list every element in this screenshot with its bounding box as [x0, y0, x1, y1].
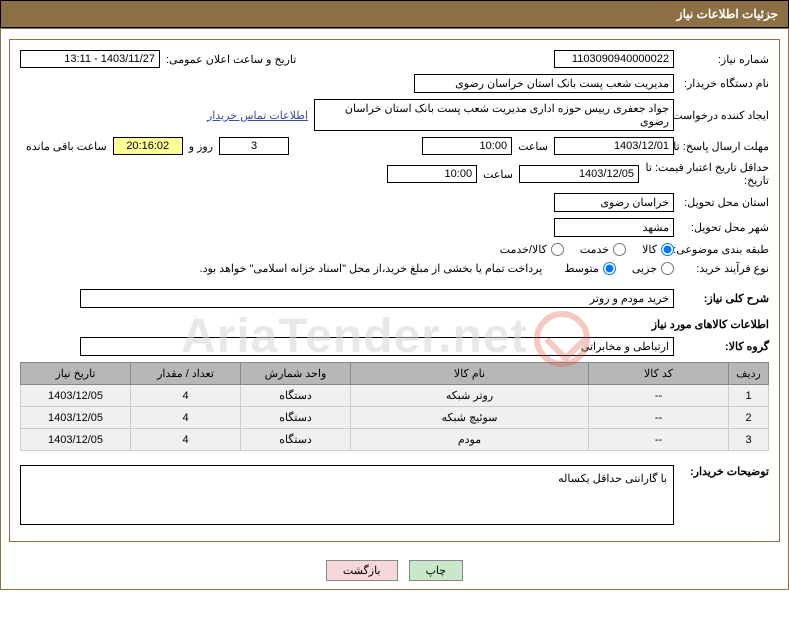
- print-button[interactable]: چاپ: [409, 560, 464, 581]
- category-radio-group: کالا خدمت کالا/خدمت: [486, 243, 674, 256]
- table-header-row: ردیفکد کالانام کالاواحد شمارشتعداد / مقد…: [21, 363, 769, 385]
- row-category: طبقه بندی موضوعی: کالا خدمت کالا/خدمت: [20, 243, 769, 256]
- table-cell: --: [589, 385, 729, 407]
- summary-value: خرید مودم و روتر: [80, 289, 674, 308]
- details-panel: شماره نیاز: 1103090940000022 تاریخ و ساع…: [9, 39, 780, 542]
- city-value: مشهد: [554, 218, 674, 237]
- radio-both-input[interactable]: [551, 243, 564, 256]
- province-value: خراسان رضوی: [554, 193, 674, 212]
- table-cell: دستگاه: [241, 429, 351, 451]
- page-header: جزئیات اطلاعات نیاز: [0, 0, 789, 28]
- table-cell: دستگاه: [241, 407, 351, 429]
- validity-date: 1403/12/05: [519, 165, 639, 183]
- table-cell: --: [589, 429, 729, 451]
- row-summary: شرح کلی نیاز: خرید مودم و روتر: [20, 289, 769, 308]
- process-note: پرداخت تمام یا بخشی از مبلغ خرید،از محل …: [200, 262, 551, 275]
- table-cell: 1403/12/05: [21, 385, 131, 407]
- deadline-time: 10:00: [422, 137, 512, 155]
- table-cell: 1: [729, 385, 769, 407]
- category-label: طبقه بندی موضوعی:: [674, 243, 769, 256]
- city-label: شهر محل تحویل:: [674, 221, 769, 234]
- table-cell: --: [589, 407, 729, 429]
- goods-table: ردیفکد کالانام کالاواحد شمارشتعداد / مقد…: [20, 362, 769, 451]
- radio-service-input[interactable]: [613, 243, 626, 256]
- row-city: شهر محل تحویل: مشهد: [20, 218, 769, 237]
- radio-goods-input[interactable]: [661, 243, 674, 256]
- row-need-no: شماره نیاز: 1103090940000022 تاریخ و ساع…: [20, 50, 769, 68]
- process-radio-group: جزیی متوسط: [550, 262, 674, 275]
- back-button[interactable]: بازگشت: [326, 560, 398, 581]
- province-label: استان محل تحویل:: [674, 196, 769, 209]
- row-buyer-org: نام دستگاه خریدار: مدیریت شعب پست بانک ا…: [20, 74, 769, 93]
- table-cell: 4: [131, 407, 241, 429]
- radio-both[interactable]: کالا/خدمت: [500, 243, 564, 256]
- deadline-date: 1403/12/01: [554, 137, 674, 155]
- announce-value: 1403/11/27 - 13:11: [20, 50, 160, 68]
- radio-medium-input[interactable]: [603, 262, 616, 275]
- remaining-label: ساعت باقی مانده: [20, 140, 113, 153]
- summary-label: شرح کلی نیاز:: [674, 292, 769, 305]
- table-col-4: تعداد / مقدار: [131, 363, 241, 385]
- validity-time: 10:00: [387, 165, 477, 183]
- page-title: جزئیات اطلاعات نیاز: [677, 7, 778, 21]
- table-cell: 2: [729, 407, 769, 429]
- radio-goods[interactable]: کالا: [642, 243, 674, 256]
- requester-label: ایجاد کننده درخواست:: [674, 109, 769, 122]
- process-label: نوع فرآیند خرید:: [674, 262, 769, 275]
- table-cell: 1403/12/05: [21, 429, 131, 451]
- radio-minor[interactable]: جزیی: [632, 262, 674, 275]
- row-buyer-notes: توضیحات خریدار: با گارانتی حداقل یکساله: [20, 461, 769, 525]
- radio-medium[interactable]: متوسط: [564, 262, 616, 275]
- table-cell: روتر شبکه: [351, 385, 589, 407]
- table-cell: دستگاه: [241, 385, 351, 407]
- table-cell: 1403/12/05: [21, 407, 131, 429]
- requester-value: جواد جعفری رییس حوزه اداری مدیریت شعب پس…: [314, 99, 674, 131]
- buyer-notes-label: توضیحات خریدار:: [674, 461, 769, 478]
- table-row: 3--مودمدستگاه41403/12/05: [21, 429, 769, 451]
- row-validity: حداقل تاریخ اعتبار قیمت: تا تاریخ: 1403/…: [20, 161, 769, 187]
- table-row: 2--سوئیچ شبکهدستگاه41403/12/05: [21, 407, 769, 429]
- row-requester: ایجاد کننده درخواست: جواد جعفری رییس حوز…: [20, 99, 769, 131]
- goods-group-label: گروه کالا:: [674, 340, 769, 353]
- goods-group-value: ارتباطی و مخابراتی: [80, 337, 674, 356]
- row-province: استان محل تحویل: خراسان رضوی: [20, 193, 769, 212]
- row-deadline: مهلت ارسال پاسخ: تا تاریخ: 1403/12/01 سا…: [20, 137, 769, 155]
- main-frame: AriaTender.net شماره نیاز: 1103090940000…: [0, 28, 789, 590]
- table-cell: 4: [131, 429, 241, 451]
- need-no-label: شماره نیاز:: [674, 53, 769, 66]
- days-label: روز و: [183, 140, 219, 153]
- table-col-5: تاریخ نیاز: [21, 363, 131, 385]
- announce-label: تاریخ و ساعت اعلان عمومی:: [160, 53, 302, 66]
- table-body: 1--روتر شبکهدستگاه41403/12/052--سوئیچ شب…: [21, 385, 769, 451]
- days-value: 3: [219, 137, 289, 155]
- time-label-1: ساعت: [512, 140, 554, 153]
- deadline-label: مهلت ارسال پاسخ: تا تاریخ:: [674, 140, 769, 153]
- table-col-1: کد کالا: [589, 363, 729, 385]
- radio-minor-input[interactable]: [661, 262, 674, 275]
- buyer-contact-link[interactable]: اطلاعات تماس خریدار: [201, 109, 314, 122]
- table-cell: 4: [131, 385, 241, 407]
- goods-section-title: اطلاعات کالاهای مورد نیاز: [20, 318, 769, 331]
- table-cell: مودم: [351, 429, 589, 451]
- table-col-3: واحد شمارش: [241, 363, 351, 385]
- table-cell: 3: [729, 429, 769, 451]
- need-no-value: 1103090940000022: [554, 50, 674, 68]
- table-col-0: ردیف: [729, 363, 769, 385]
- table-row: 1--روتر شبکهدستگاه41403/12/05: [21, 385, 769, 407]
- button-row: چاپ بازگشت: [9, 552, 780, 589]
- countdown-value: 20:16:02: [113, 137, 183, 155]
- buyer-notes-value: با گارانتی حداقل یکساله: [20, 465, 674, 525]
- row-process: نوع فرآیند خرید: جزیی متوسط پرداخت تمام …: [20, 262, 769, 275]
- buyer-org-label: نام دستگاه خریدار:: [674, 77, 769, 90]
- validity-label: حداقل تاریخ اعتبار قیمت: تا تاریخ:: [639, 161, 769, 187]
- buyer-org-value: مدیریت شعب پست بانک استان خراسان رضوی: [414, 74, 674, 93]
- time-label-2: ساعت: [477, 168, 519, 181]
- row-goods-group: گروه کالا: ارتباطی و مخابراتی: [20, 337, 769, 356]
- table-cell: سوئیچ شبکه: [351, 407, 589, 429]
- table-col-2: نام کالا: [351, 363, 589, 385]
- radio-service[interactable]: خدمت: [580, 243, 626, 256]
